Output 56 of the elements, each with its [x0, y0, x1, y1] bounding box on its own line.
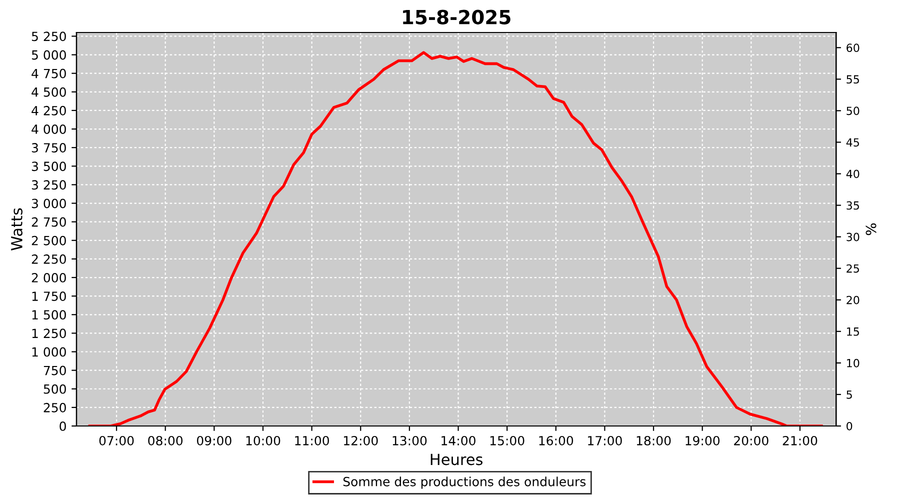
- y2-tick-label: 60: [846, 44, 860, 52]
- y-tick-label: 2 250: [32, 254, 66, 264]
- y2-tick-label: 0: [846, 422, 852, 430]
- chart-title: 15-8-2025: [403, 10, 510, 24]
- y2-tick-label: 50: [846, 106, 860, 116]
- y2-tick-label: 35: [846, 201, 859, 210]
- y-tick-label: 4 000: [32, 124, 66, 134]
- line-series: [88, 51, 823, 426]
- y2-tick-label: 20: [846, 296, 860, 304]
- y-tick-label: 2 750: [32, 217, 66, 227]
- y2-tick-label: 30: [846, 232, 860, 242]
- y-tick-label: 1 750: [32, 292, 66, 301]
- x-axis-title: Heures: [430, 454, 482, 466]
- y-tick-label: 1 500: [32, 310, 66, 320]
- y2-tick-label: 10: [847, 358, 860, 368]
- y-tick-label: 2 500: [32, 236, 66, 246]
- y2-tick-label: 55: [846, 75, 859, 84]
- y-tick-label: 3 750: [32, 143, 66, 153]
- x-tick-label: 20:00: [734, 436, 768, 446]
- x-tick-label: 14:00: [442, 436, 476, 446]
- y-tick-label: 1 250: [32, 328, 66, 338]
- y-tick-label: 0: [60, 421, 66, 431]
- y-tick-label: 250: [44, 402, 66, 412]
- y2-tick-label: 45: [846, 138, 859, 147]
- y-tick-label: 1 000: [32, 347, 66, 357]
- y2-axis-title: %: [866, 223, 876, 236]
- x-tick-label: 12:00: [344, 436, 378, 446]
- x-tick-label: 13:00: [392, 436, 427, 446]
- y-tick-label: 500: [44, 384, 66, 394]
- x-tick-label: 17:00: [588, 436, 622, 446]
- y-tick-label: 4 250: [32, 106, 66, 116]
- x-tick-label: 21:00: [782, 436, 818, 446]
- x-tick-label: 16:00: [539, 436, 574, 446]
- y-tick-label: 3 500: [32, 162, 66, 172]
- y2-tick-label: 15: [847, 328, 859, 336]
- x-tick-label: 08:00: [148, 436, 183, 446]
- y-axis-title: Watts: [11, 208, 22, 250]
- x-tick-label: 10:00: [246, 436, 280, 446]
- x-tick-label: 19:00: [686, 436, 720, 446]
- legend-label: Somme des productions des onduleurs: [343, 476, 586, 489]
- y-tick-label: 5 000: [32, 50, 66, 60]
- y-tick-label: 3 000: [32, 198, 66, 208]
- y2-tick-label: 5: [846, 390, 852, 399]
- y-tick-label: 3 250: [32, 180, 66, 190]
- x-tick-label: 09:00: [196, 436, 232, 446]
- y-tick-label: 4 750: [32, 68, 66, 78]
- y-tick-label: 5 250: [32, 32, 66, 42]
- y-tick-label: 4 500: [32, 87, 66, 97]
- x-tick-label: 07:00: [99, 436, 134, 446]
- y2-tick-label: 25: [846, 264, 859, 273]
- x-tick-label: 11:00: [295, 436, 329, 446]
- y2-tick-label: 40: [846, 170, 860, 178]
- y-tick-label: 750: [44, 366, 66, 376]
- y-tick-label: 2 000: [32, 272, 66, 282]
- x-tick-label: 18:00: [636, 436, 671, 446]
- x-tick-label: 15:00: [490, 436, 524, 446]
